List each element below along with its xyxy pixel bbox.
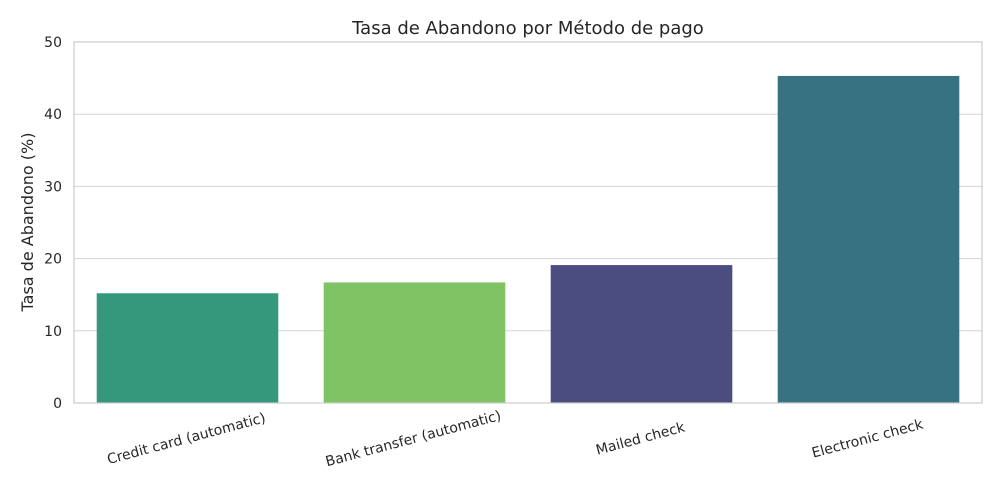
x-tick-label: Mailed check bbox=[594, 419, 687, 458]
y-tick-label: 20 bbox=[44, 252, 62, 268]
x-tick-label: Bank transfer (automatic) bbox=[324, 408, 503, 470]
bar bbox=[550, 265, 733, 403]
y-tick-label: 10 bbox=[44, 324, 62, 340]
x-tick-label: Electronic check bbox=[810, 416, 926, 461]
y-tick-label: 50 bbox=[44, 35, 62, 51]
y-tick-label: 0 bbox=[53, 396, 62, 412]
y-tick-label: 40 bbox=[44, 107, 62, 123]
x-axis-ticks: Credit card (automatic) Bank transfer (au… bbox=[105, 408, 925, 470]
plot-frame bbox=[73, 41, 983, 404]
bar bbox=[96, 293, 279, 403]
x-tick-label: Credit card (automatic) bbox=[105, 410, 267, 468]
bars bbox=[96, 75, 960, 404]
chart-title: Tasa de Abandono por Método de pago bbox=[351, 18, 704, 39]
bar bbox=[777, 75, 960, 404]
y-axis-ticks: 0 10 20 30 40 50 bbox=[44, 35, 62, 412]
y-axis-label: Tasa de Abandono (%) bbox=[18, 133, 37, 313]
bar bbox=[323, 282, 506, 403]
y-tick-label: 30 bbox=[44, 179, 62, 195]
